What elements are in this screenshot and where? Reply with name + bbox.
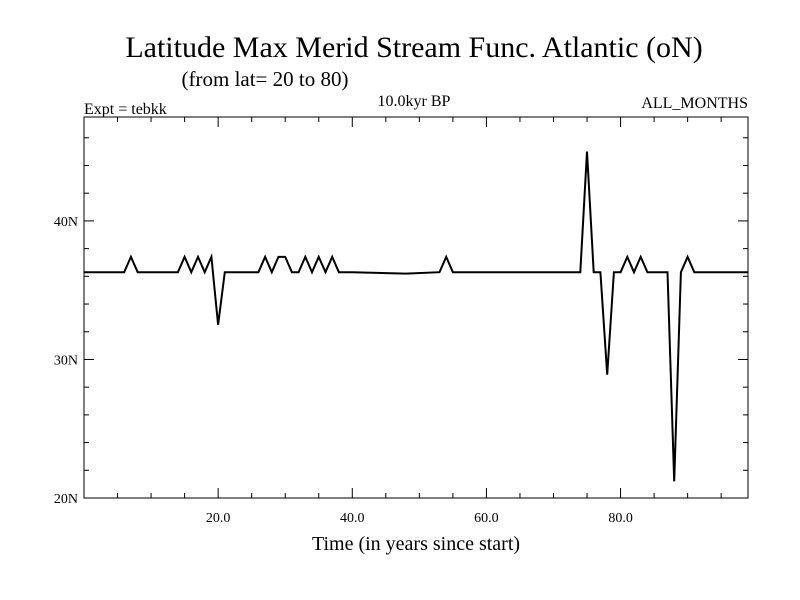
axis-tick-labels: 20.0 40.0 60.0 80.0 20N 30N 40N: [54, 215, 633, 526]
series-line: [84, 151, 748, 482]
x-tick-label: 80.0: [608, 511, 633, 526]
x-axis-label: Time (in years since start): [312, 533, 520, 555]
y-tick-label: 20N: [54, 492, 78, 507]
x-tick-label: 60.0: [474, 511, 499, 526]
chart-title: Latitude Max Merid Stream Func. Atlantic…: [125, 31, 702, 64]
months-label: ALL_MONTHS: [641, 95, 748, 112]
chart-subtitle: (from lat= 20 to 80): [182, 67, 349, 91]
x-tick-label: 20.0: [206, 511, 231, 526]
y-tick-label: 30N: [54, 353, 78, 368]
experiment-label: Expt = tebkk: [84, 101, 167, 118]
axis-ticks: [84, 117, 748, 498]
plot-frame: [83, 116, 749, 499]
period-label: 10.0kyr BP: [378, 93, 451, 110]
x-tick-label: 40.0: [340, 511, 365, 526]
y-tick-label: 40N: [54, 215, 78, 230]
